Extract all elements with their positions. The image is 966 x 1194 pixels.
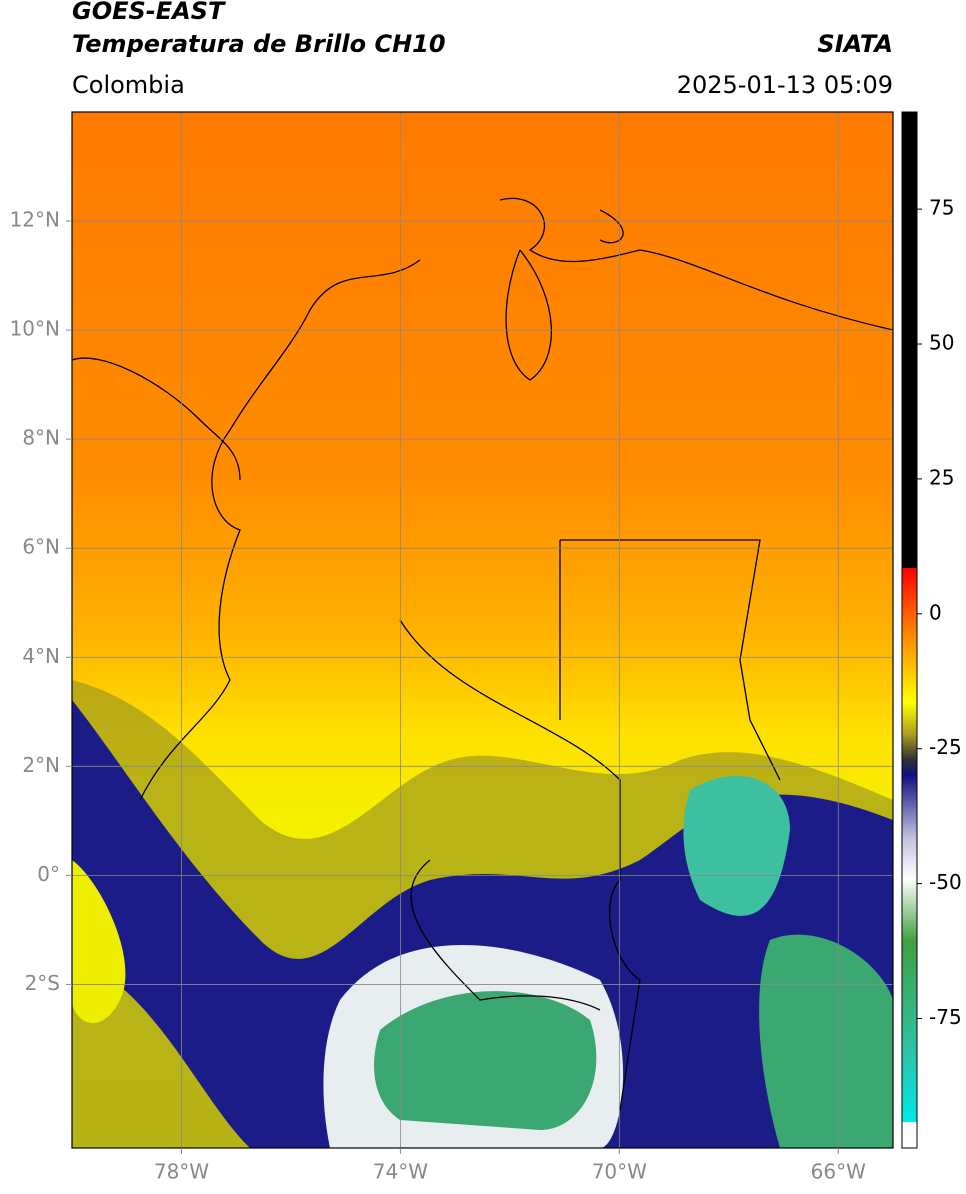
colorbar-tick-label: -50: [929, 870, 962, 894]
cloud-cold: [72, 700, 893, 1148]
y-tick-label: 0°: [37, 862, 60, 886]
colorbar: [901, 111, 918, 1149]
x-tick-label: 70°W: [592, 1160, 647, 1184]
colorbar-tick-label: 0: [929, 600, 942, 624]
source-label: SIATA: [817, 30, 893, 58]
cloud-top-cyan: [683, 775, 790, 916]
x-tick-label: 78°W: [154, 1160, 209, 1184]
map-frame: [71, 111, 894, 1149]
grid: [72, 112, 893, 1148]
y-tick-label: 4°N: [22, 644, 60, 668]
satellite-title: GOES-EAST: [72, 0, 226, 25]
timestamp: 2025-01-13 05:09: [677, 71, 893, 99]
y-tick-label: 2°N: [22, 753, 60, 777]
colorbar-tick-label: -75: [929, 1005, 962, 1029]
colorbar-tick-label: 25: [929, 465, 954, 489]
borders: [72, 197, 893, 1111]
y-tick-label: 2°S: [25, 971, 60, 995]
region-label: Colombia: [72, 71, 185, 99]
y-tick-label: 6°N: [22, 535, 60, 559]
cloud-top-green-east: [759, 934, 893, 1148]
colorbar-tick-label: 50: [929, 331, 954, 355]
satellite-image: [72, 112, 893, 1148]
colorbar-tick-label: 75: [929, 196, 954, 220]
y-tick-label: 10°N: [10, 317, 60, 341]
x-tick-label: 74°W: [373, 1160, 428, 1184]
y-tick-label: 8°N: [22, 426, 60, 450]
y-tick-label: 12°N: [10, 208, 60, 232]
x-tick-label: 66°W: [811, 1160, 866, 1184]
warm-patch: [72, 860, 126, 1024]
product-title: Temperatura de Brillo CH10: [72, 30, 446, 58]
colorbar-tick-label: -25: [929, 735, 962, 759]
cloud-top-green: [374, 991, 597, 1130]
